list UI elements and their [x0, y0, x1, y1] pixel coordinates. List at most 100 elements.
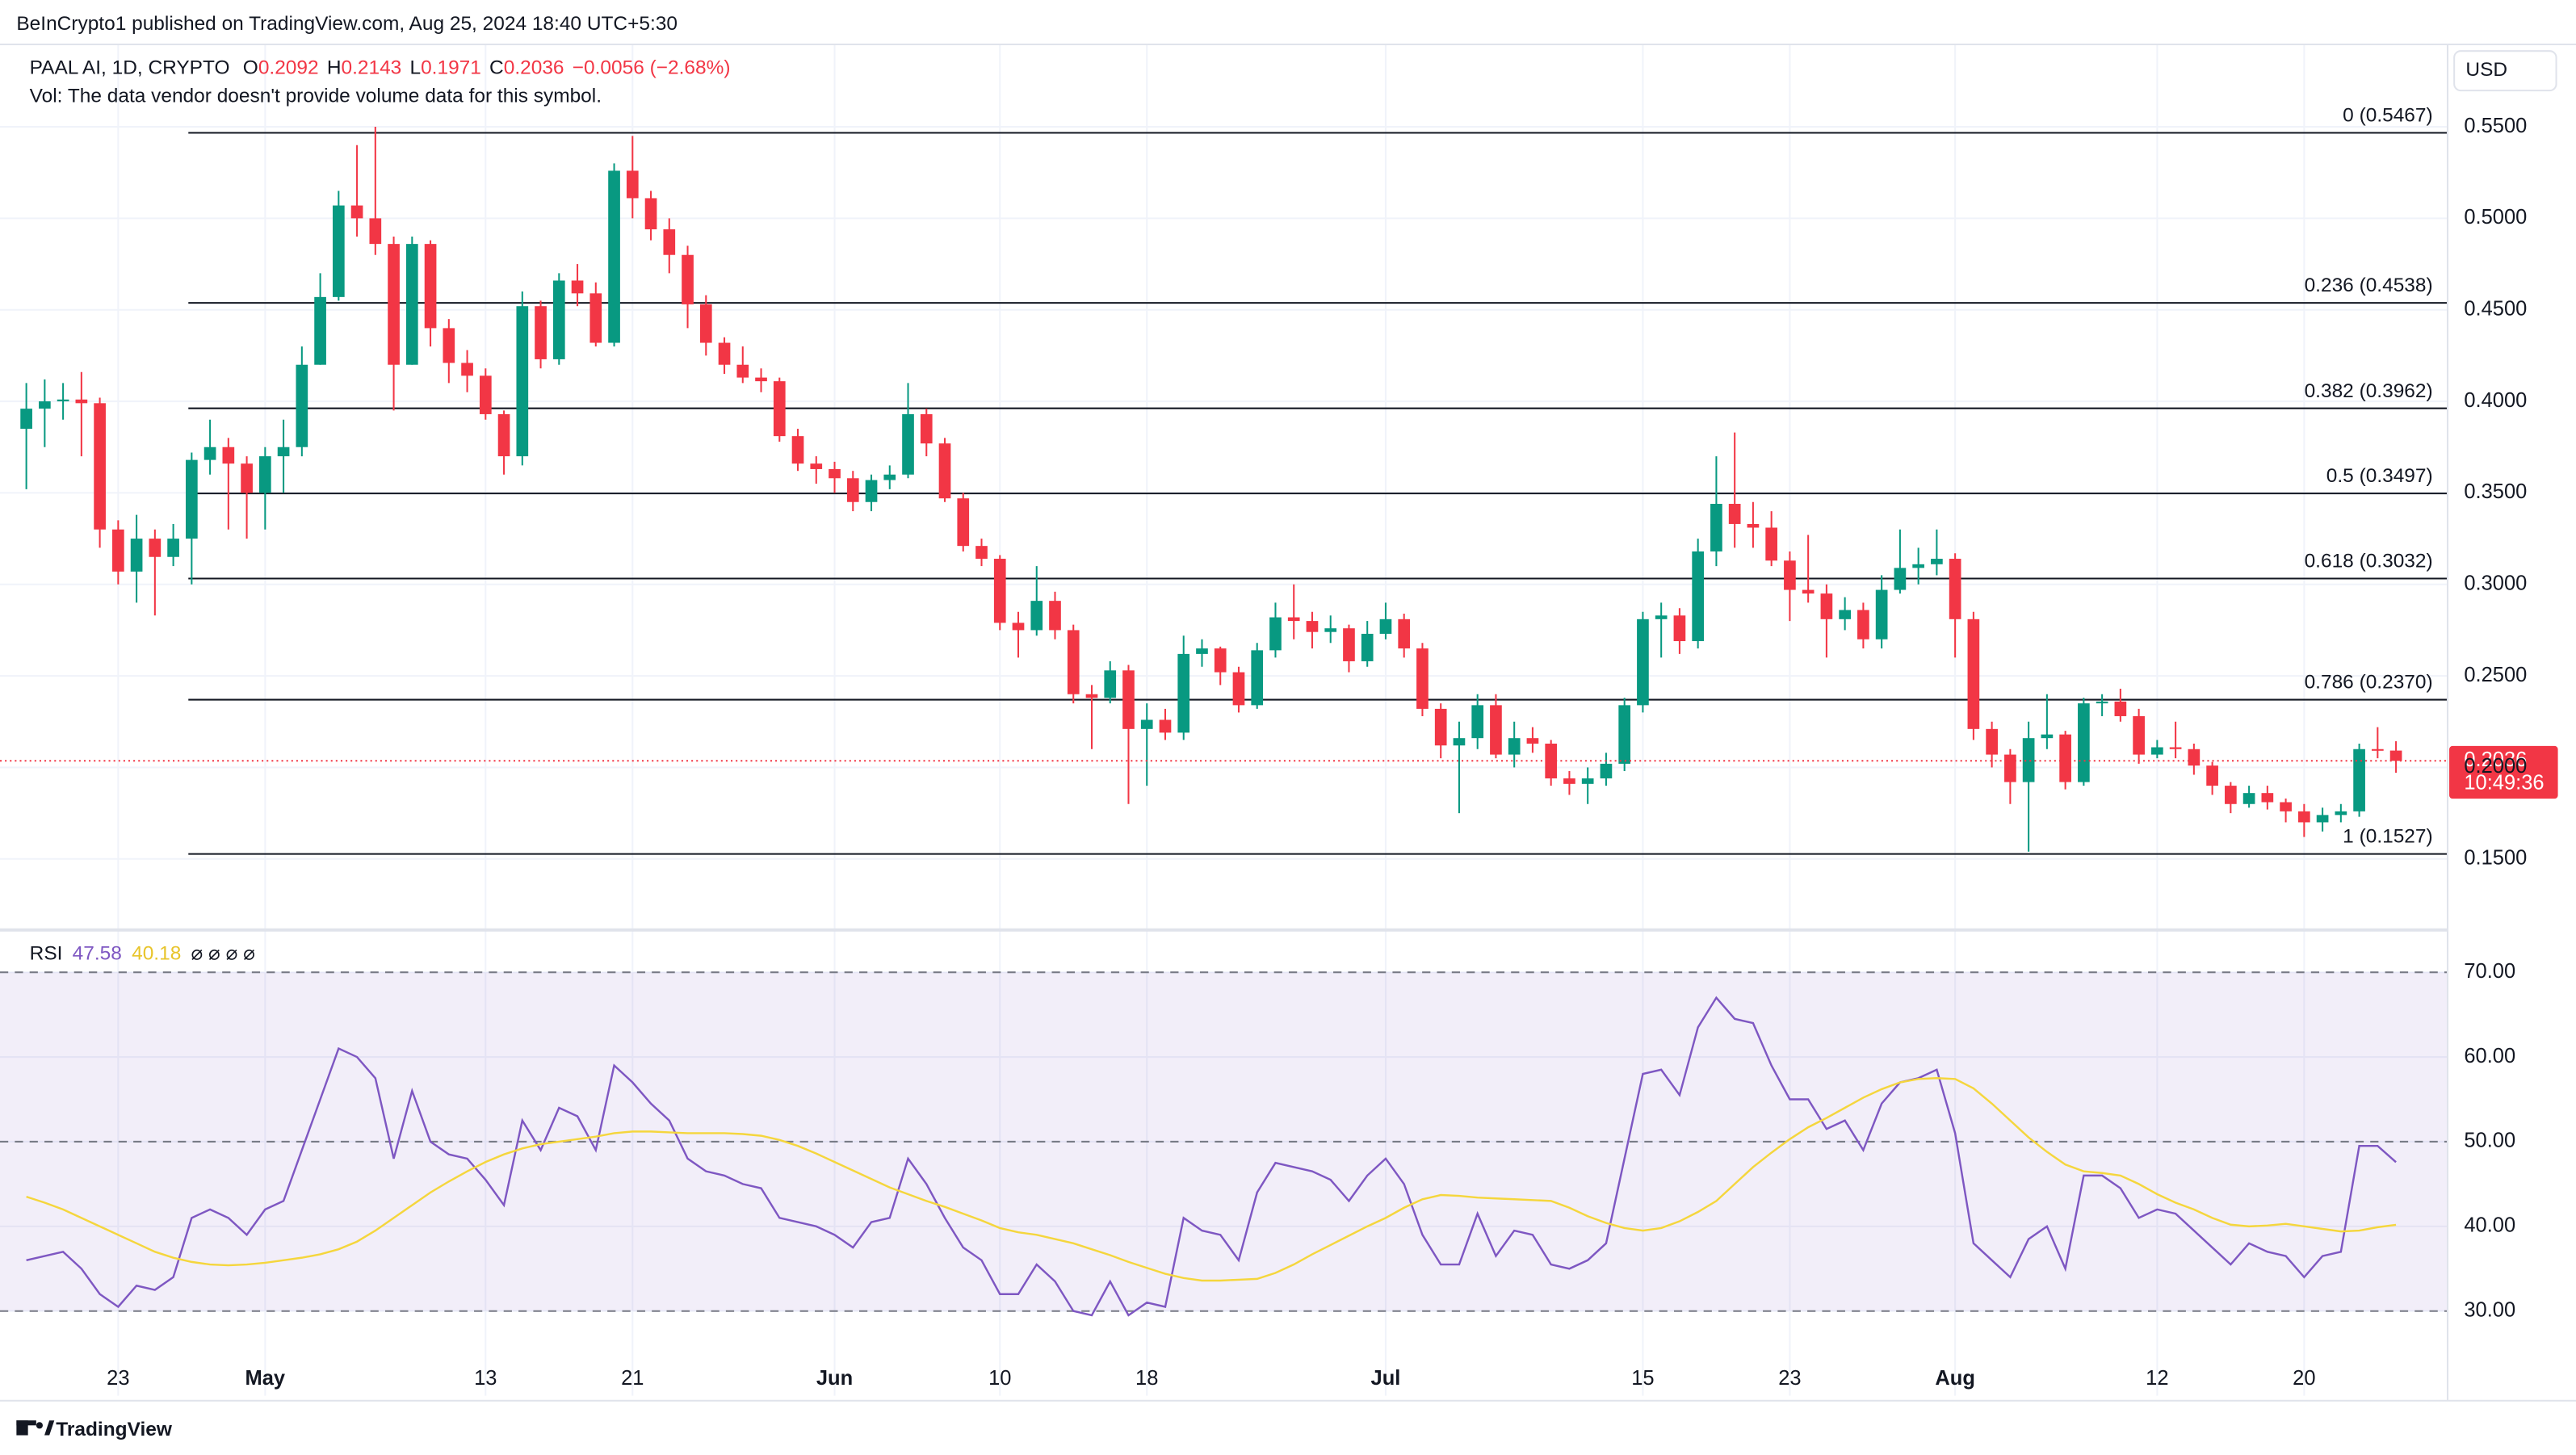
candle-body [718, 342, 731, 365]
candle-body [186, 459, 198, 539]
candle-body [975, 546, 988, 560]
candle-body [810, 463, 823, 469]
candle-body [663, 229, 676, 255]
candle-body [1159, 719, 1172, 733]
candle-body [1085, 694, 1098, 698]
candle-body [479, 375, 492, 414]
y-tick-label: 0.2500 [2464, 664, 2527, 686]
candle-body [1379, 618, 1392, 634]
candle-body [75, 399, 88, 404]
candle-body [1967, 618, 1980, 729]
ohlc-value: 0.2036 [504, 57, 564, 79]
symbol: PAAL AI, 1D, CRYPTO [30, 57, 230, 79]
ohlc-key: H [327, 57, 342, 79]
ohlc-key: O [243, 57, 258, 79]
candle-body [1177, 653, 1190, 733]
y-tick-label: 0.3000 [2464, 572, 2527, 594]
x-tick-label: 15 [1631, 1367, 1654, 1390]
candle-body [112, 529, 124, 572]
candle-body [1765, 527, 1777, 561]
candle-body [2078, 703, 2090, 782]
candle-body [1104, 670, 1117, 698]
currency[interactable]: USD [2465, 59, 2507, 81]
candle-body [130, 539, 143, 572]
x-tick-label: May [245, 1367, 286, 1390]
candle-body [1140, 719, 1153, 729]
rsi-title: RSI [30, 943, 63, 965]
candle-body [1526, 738, 1539, 744]
y-tick-label: 60.00 [2464, 1045, 2515, 1067]
rsi-extras: ⌀ ⌀ ⌀ ⌀ [191, 943, 255, 965]
candle-body [2151, 747, 2163, 755]
candle-body [571, 280, 584, 294]
candle-body [993, 559, 1006, 623]
candle-body [94, 403, 106, 530]
candle-body [902, 413, 914, 475]
candle-body [644, 198, 657, 229]
price-change: −0.0056 (−2.68%) [573, 57, 731, 79]
candle-body [883, 474, 896, 480]
rsi-background [0, 971, 2448, 1312]
currency-button[interactable] [2453, 50, 2557, 92]
candle-body [2206, 765, 2218, 786]
candle-body [2169, 747, 2182, 749]
candle-body [167, 539, 179, 557]
x-tick-label: 10 [988, 1367, 1011, 1390]
rsi-value: 47.58 [73, 943, 122, 965]
candle-body [2114, 701, 2127, 716]
ohlc-value: 0.2143 [341, 57, 401, 79]
brand-logo: TradingView [16, 1419, 173, 1440]
candle-body [1986, 728, 1998, 755]
candle-body [1857, 610, 1869, 639]
candle-body [1471, 705, 1484, 739]
candle-body [332, 205, 345, 297]
y-tick-label: 70.00 [2464, 960, 2515, 983]
candle-body [589, 293, 602, 343]
y-tick-label: 0.2000 [2464, 755, 2527, 778]
y-tick-label: 0.5000 [2464, 206, 2527, 229]
candle-body [1398, 618, 1411, 649]
candle-body [1839, 610, 1851, 619]
candle-body [1214, 648, 1227, 673]
candle-body [57, 399, 69, 402]
candle-body [1931, 559, 1943, 564]
candle-body [149, 539, 162, 557]
candle-body [2298, 811, 2310, 823]
candle-body [1563, 778, 1575, 784]
x-tick-label: Jun [816, 1367, 853, 1390]
ohlc-key: C [489, 57, 504, 79]
y-tick-label: 0.5500 [2464, 115, 2527, 137]
candle-body [222, 447, 235, 464]
candle-body [314, 296, 326, 365]
candle-body [552, 280, 565, 359]
y-tick-label: 0.4500 [2464, 297, 2527, 320]
candle-body [1067, 630, 1080, 694]
candle-body [2372, 748, 2384, 751]
candle-body [1490, 705, 1502, 755]
candle-body [626, 170, 639, 199]
candle-body [2261, 793, 2274, 803]
candle-body [2335, 811, 2347, 816]
candle-body [1784, 560, 1796, 590]
candle-body [1875, 589, 1888, 639]
ohlc-value: 0.1971 [421, 57, 481, 79]
candle-body [388, 244, 400, 365]
grid [0, 44, 2448, 1396]
candle-body [755, 377, 767, 382]
candle-body [1600, 763, 1613, 779]
candle-body [20, 409, 32, 430]
fib-label: 0.382 (0.3962) [2305, 380, 2433, 402]
symbol-line: PAAL AI, 1D, CRYPTO O0.2092 H0.2143 L0.1971… [30, 57, 731, 79]
candle-body [791, 436, 804, 464]
y-tick-label: 40.00 [2464, 1214, 2515, 1237]
candle-body [1324, 628, 1337, 632]
candle-body [2316, 815, 2329, 823]
candle-body [203, 447, 216, 460]
candle-body [1802, 589, 1815, 594]
candle-body [369, 218, 382, 245]
fib-label: 1 (0.1527) [2343, 826, 2432, 848]
publisher-note: BeInCrypto1 published on TradingView.com… [16, 13, 678, 35]
candle-body [829, 468, 841, 479]
